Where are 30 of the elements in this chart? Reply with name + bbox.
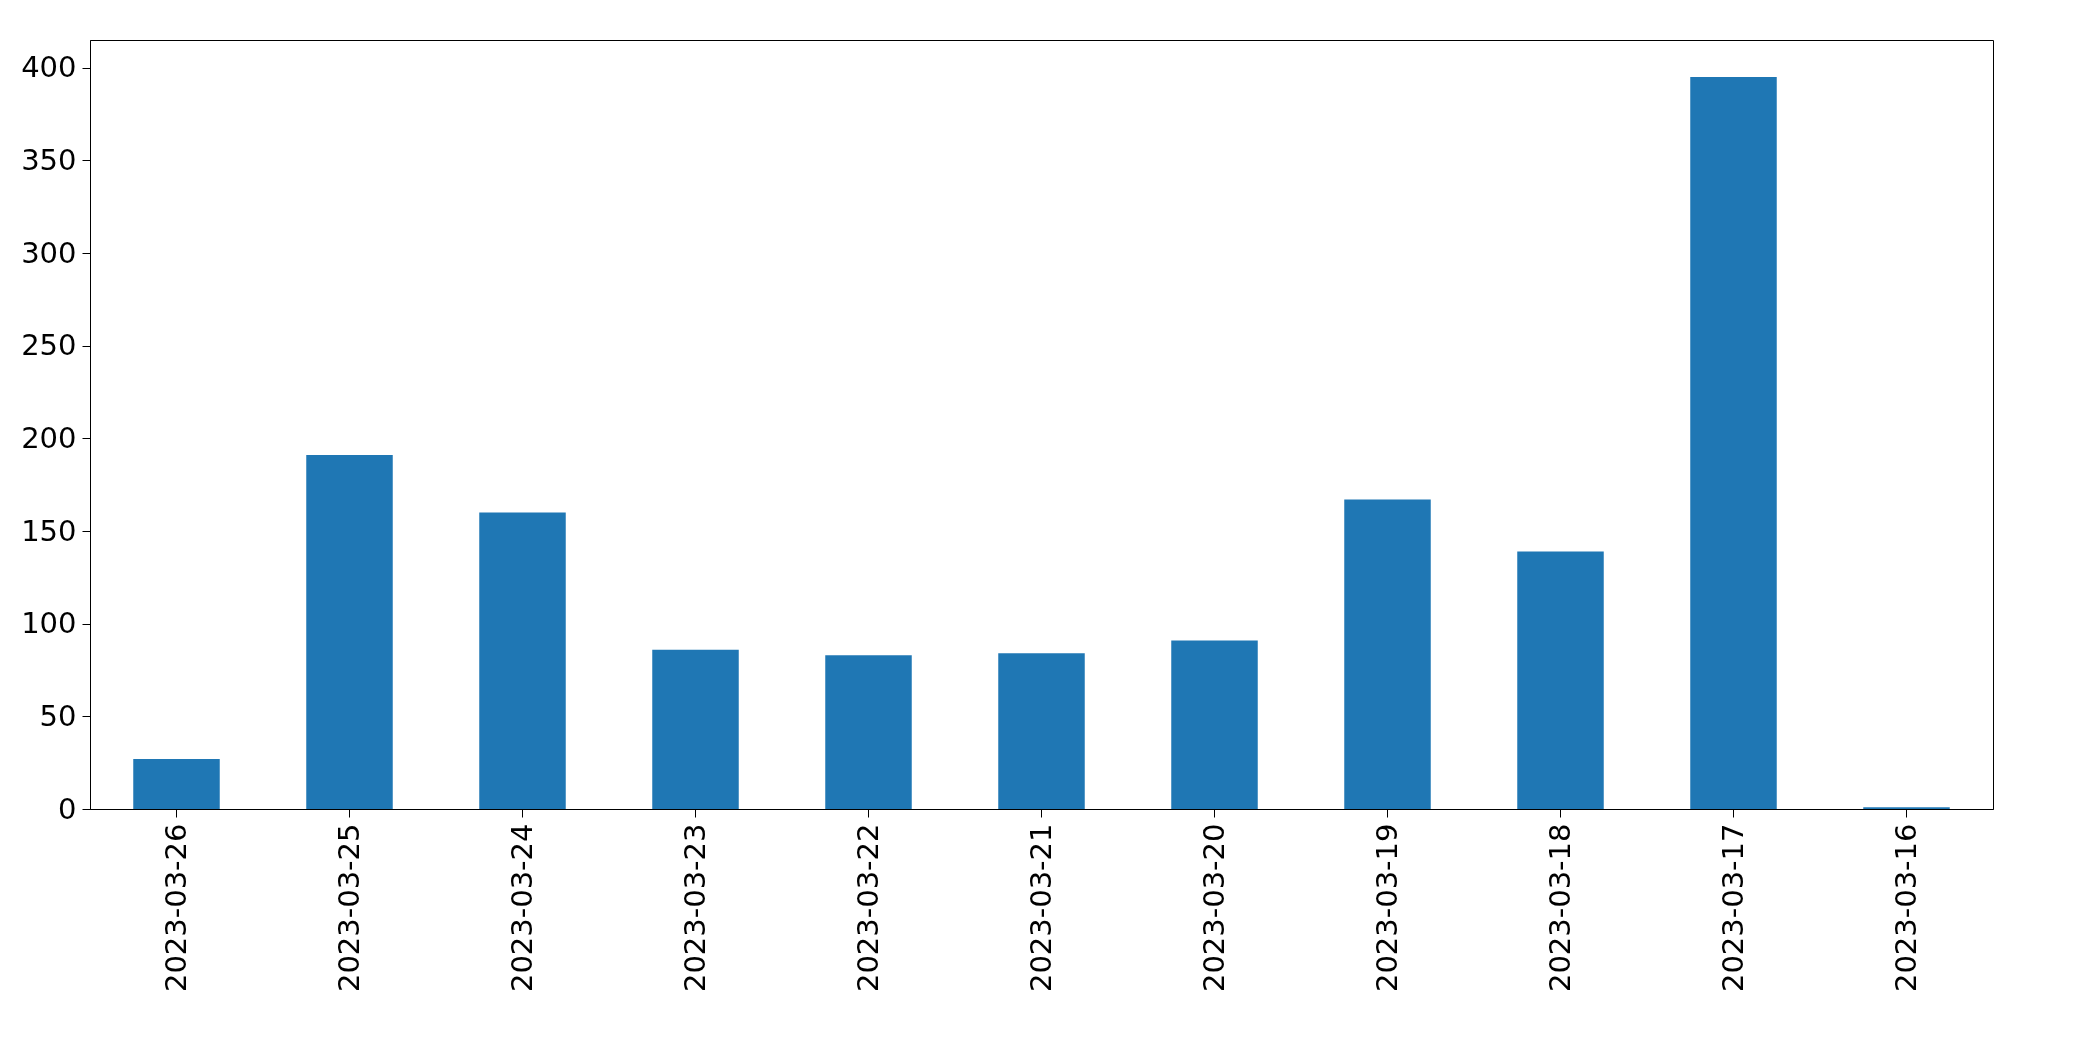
x-tick-label: 2023-03-22 xyxy=(850,823,885,993)
x-tick-label: 2023-03-23 xyxy=(677,823,712,993)
x-tick-label: 2023-03-20 xyxy=(1196,823,1231,993)
x-tick-label: 2023-03-26 xyxy=(158,823,193,993)
bar xyxy=(133,758,220,809)
bar xyxy=(825,655,912,809)
x-tick-label: 2023-03-21 xyxy=(1023,823,1058,993)
x-tick-label: 2023-03-19 xyxy=(1369,823,1404,993)
bar xyxy=(306,455,393,809)
bar xyxy=(652,649,739,809)
bar xyxy=(479,512,566,809)
bar xyxy=(1690,77,1777,809)
y-tick-label: 300 xyxy=(21,235,77,270)
bar xyxy=(1171,640,1258,809)
y-tick-label: 250 xyxy=(21,328,77,363)
bar xyxy=(998,653,1085,809)
x-tick-label: 2023-03-24 xyxy=(504,823,539,993)
x-tick-label: 2023-03-16 xyxy=(1888,823,1923,993)
x-tick-label: 2023-03-18 xyxy=(1542,823,1577,993)
y-tick-label: 0 xyxy=(58,791,77,826)
x-tick-label: 2023-03-25 xyxy=(331,823,366,993)
bar xyxy=(1344,499,1431,809)
y-tick-label: 100 xyxy=(21,606,77,641)
y-tick-label: 350 xyxy=(21,142,77,177)
x-tick-label: 2023-03-17 xyxy=(1715,823,1750,993)
y-tick-label: 200 xyxy=(21,420,77,455)
y-tick-label: 50 xyxy=(39,698,77,733)
y-tick-label: 150 xyxy=(21,513,77,548)
bar xyxy=(1517,551,1604,809)
y-tick-label: 400 xyxy=(21,50,77,85)
